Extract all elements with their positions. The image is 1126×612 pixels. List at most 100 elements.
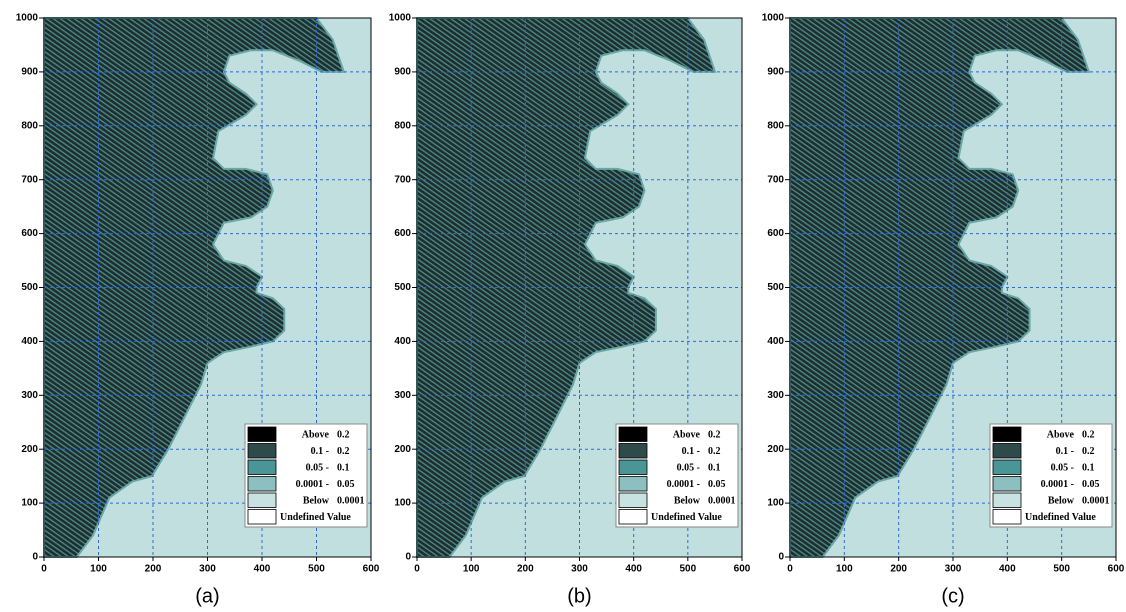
y-tick-label: 0 bbox=[32, 552, 38, 563]
y-tick-label: 800 bbox=[394, 120, 411, 131]
legend-label: Below bbox=[674, 496, 701, 507]
field-region bbox=[416, 17, 717, 558]
y-tick-label: 100 bbox=[767, 498, 784, 509]
x-tick-label: 100 bbox=[836, 564, 853, 575]
legend-swatch bbox=[247, 476, 277, 492]
plot-frame bbox=[416, 17, 743, 558]
y-tick-label: 100 bbox=[21, 498, 38, 509]
y-tick-label: 1000 bbox=[389, 13, 412, 24]
x-tick-label: 400 bbox=[999, 564, 1016, 575]
legend-swatch bbox=[618, 459, 648, 475]
y-tick-label: 200 bbox=[394, 444, 411, 455]
legend-label: 0.2 bbox=[708, 446, 721, 457]
y-tick-label: 500 bbox=[21, 282, 38, 293]
legend-label: 0.1 - bbox=[1056, 446, 1074, 457]
legend-swatch bbox=[992, 426, 1022, 442]
legend-label: 0.05 bbox=[1082, 479, 1100, 490]
y-tick-label: 0 bbox=[405, 552, 411, 563]
x-tick-label: 500 bbox=[308, 564, 325, 575]
y-tick-label: 600 bbox=[767, 228, 784, 239]
legend-swatch bbox=[247, 509, 277, 525]
panel-caption: (b) bbox=[567, 585, 591, 607]
legend-label: 0.2 bbox=[1082, 446, 1095, 457]
y-tick-label: 200 bbox=[767, 444, 784, 455]
x-tick-label: 600 bbox=[734, 564, 751, 575]
legend-swatch bbox=[618, 492, 648, 508]
legend-swatch bbox=[992, 443, 1022, 459]
x-tick-label: 400 bbox=[254, 564, 271, 575]
y-tick-label: 400 bbox=[21, 336, 38, 347]
legend-swatch bbox=[992, 492, 1022, 508]
legend-swatch bbox=[992, 476, 1022, 492]
legend-label: 0.0001 - bbox=[667, 479, 700, 490]
x-tick-label: 100 bbox=[90, 564, 107, 575]
legend-label: 0.0001 bbox=[1082, 496, 1110, 507]
x-tick-label: 500 bbox=[1053, 564, 1070, 575]
legend-label: 0.0001 - bbox=[296, 479, 329, 490]
field-region bbox=[789, 17, 1091, 558]
y-tick-label: 500 bbox=[767, 282, 784, 293]
y-tick-label: 0 bbox=[778, 552, 784, 563]
legend-label: 0.05 - bbox=[677, 463, 700, 474]
legend-swatch bbox=[247, 459, 277, 475]
y-tick-label: 100 bbox=[394, 498, 411, 509]
legend-label: 0.2 bbox=[337, 430, 350, 441]
x-tick-label: 500 bbox=[679, 564, 696, 575]
legend-swatch bbox=[247, 492, 277, 508]
legend-swatch bbox=[992, 509, 1022, 525]
plot-frame bbox=[789, 17, 1117, 558]
x-tick-label: 400 bbox=[625, 564, 642, 575]
x-tick-label: 300 bbox=[199, 564, 216, 575]
x-tick-label: 0 bbox=[787, 564, 793, 575]
y-tick-label: 300 bbox=[21, 390, 38, 401]
field-region bbox=[43, 17, 346, 558]
x-tick-label: 200 bbox=[517, 564, 534, 575]
legend-label: 0.05 - bbox=[306, 463, 329, 474]
plot-frame bbox=[43, 17, 372, 558]
legend-label: 0.05 - bbox=[1051, 463, 1074, 474]
legend-swatch bbox=[247, 426, 277, 442]
legend-label: 0.0001 - bbox=[1041, 479, 1074, 490]
legend-label: Undefined Value bbox=[651, 512, 722, 523]
panel-caption: (c) bbox=[941, 585, 964, 607]
x-tick-label: 600 bbox=[363, 564, 380, 575]
legend-label: 0.2 bbox=[1082, 430, 1095, 441]
y-tick-label: 600 bbox=[394, 228, 411, 239]
legend-label: 0.1 bbox=[337, 463, 350, 474]
legend-label: 0.1 - bbox=[311, 446, 329, 457]
x-tick-label: 300 bbox=[945, 564, 962, 575]
y-tick-label: 300 bbox=[394, 390, 411, 401]
x-tick-label: 200 bbox=[890, 564, 907, 575]
x-tick-label: 300 bbox=[571, 564, 588, 575]
x-tick-label: 200 bbox=[145, 564, 162, 575]
legend-label: 0.1 bbox=[1082, 463, 1095, 474]
legend-label: 0.0001 bbox=[337, 496, 365, 507]
legend-label: Undefined Value bbox=[280, 512, 351, 523]
panel-caption: (a) bbox=[195, 585, 219, 607]
y-tick-label: 300 bbox=[767, 390, 784, 401]
y-tick-label: 800 bbox=[21, 120, 38, 131]
y-tick-label: 700 bbox=[767, 174, 784, 185]
legend-swatch bbox=[618, 443, 648, 459]
legend-label: Below bbox=[1048, 496, 1075, 507]
y-tick-label: 600 bbox=[21, 228, 38, 239]
legend-swatch bbox=[992, 459, 1022, 475]
legend-label: Below bbox=[303, 496, 330, 507]
y-tick-label: 1000 bbox=[16, 13, 39, 24]
legend-label: 0.05 bbox=[337, 479, 355, 490]
legend-label: 0.2 bbox=[708, 430, 721, 441]
legend-swatch bbox=[618, 476, 648, 492]
y-tick-label: 900 bbox=[767, 67, 784, 78]
x-tick-label: 600 bbox=[1108, 564, 1125, 575]
y-tick-label: 500 bbox=[394, 282, 411, 293]
y-tick-label: 900 bbox=[394, 67, 411, 78]
legend-swatch bbox=[618, 509, 648, 525]
legend-label: Undefined Value bbox=[1025, 512, 1096, 523]
legend-swatch bbox=[247, 443, 277, 459]
y-tick-label: 700 bbox=[394, 174, 411, 185]
legend-swatch bbox=[618, 426, 648, 442]
y-tick-label: 800 bbox=[767, 120, 784, 131]
legend-label: 0.1 bbox=[708, 463, 721, 474]
legend-label: Above bbox=[302, 430, 330, 441]
